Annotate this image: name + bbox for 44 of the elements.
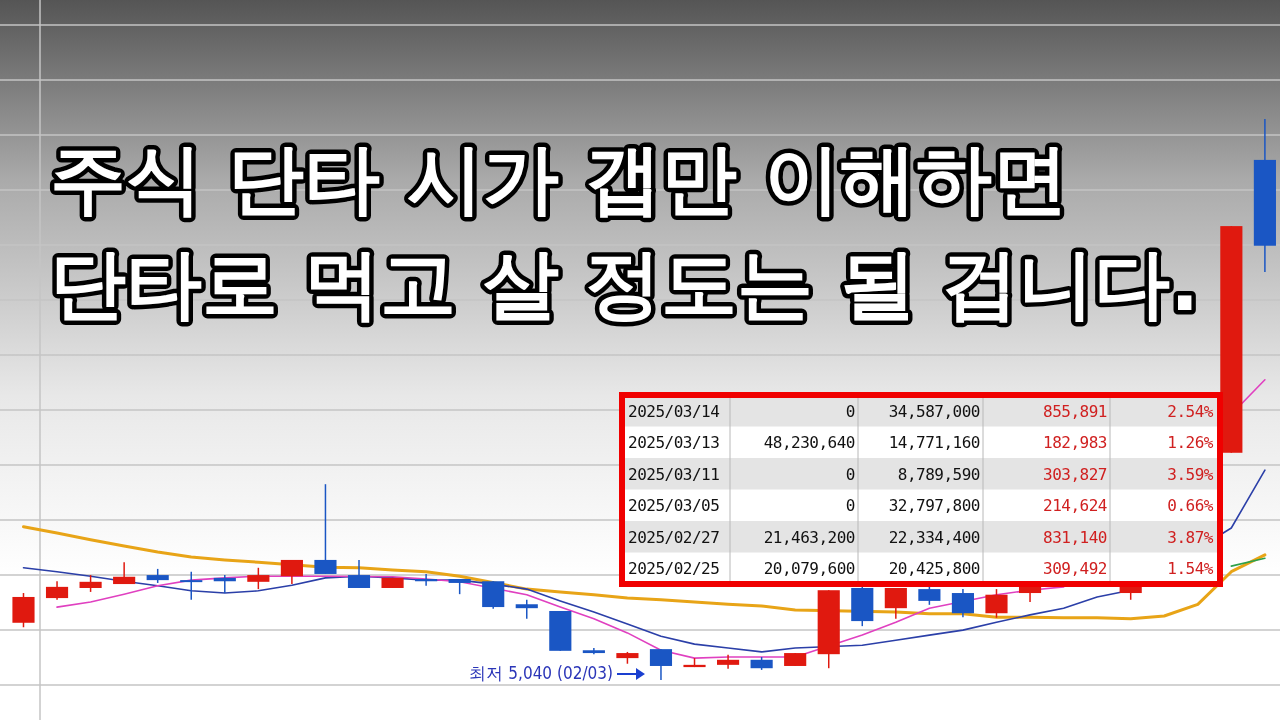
annotation: 34,587,000 (888, 401, 980, 421)
annotation: 2025/02/27 (628, 527, 720, 547)
candlestick (884, 587, 907, 620)
annotation: 1.26% (1167, 433, 1214, 453)
annotation: 3.87% (1167, 527, 1214, 547)
annotation: 20,425,800 (888, 559, 980, 579)
annotation: 0 (845, 496, 855, 516)
text: 주식 단타 시가 갭만 이해하면 단타로 먹고 살 정도는 될 겁니다. (50, 134, 1200, 328)
annotation: 22,334,400 (888, 527, 980, 547)
annotation: 최저 5,040 (02/03) (469, 663, 613, 683)
candlestick (45, 580, 69, 601)
annotation: 32,797,800 (888, 496, 980, 516)
annotation: 1.54% (1167, 559, 1214, 579)
annotation: 2025/02/25 (628, 559, 720, 579)
annotation: 855,891 (1043, 401, 1107, 421)
candlestick (314, 483, 337, 575)
annotation: 309,492 (1043, 559, 1107, 579)
annotation: 21,463,200 (763, 527, 855, 547)
annotation: 3.59% (1167, 464, 1214, 484)
annotation: 831,140 (1043, 527, 1107, 547)
candlestick (918, 584, 941, 606)
annotation: 0 (845, 401, 855, 421)
candlestick (180, 570, 203, 601)
annotation: 2.54% (1167, 401, 1214, 421)
candlestick (985, 588, 1008, 619)
annotation: 8,789,590 (897, 464, 980, 484)
annotation: 2025/03/11 (628, 464, 720, 484)
annotation: 0 (845, 464, 855, 484)
candlestick (347, 559, 371, 589)
annotation: 2025/03/14 (628, 401, 720, 421)
annotation: 2025/03/05 (628, 496, 720, 516)
annotation: 182,983 (1043, 433, 1107, 453)
annotation: 48,230,640 (763, 433, 855, 453)
candlestick (247, 567, 270, 590)
annotation: 14,771,160 (888, 433, 980, 453)
candlestick (649, 648, 673, 681)
annotation: 303,827 (1043, 464, 1107, 484)
annotation: 214,624 (1043, 496, 1107, 516)
annotation: 0.66% (1167, 496, 1214, 516)
annotation: 20,079,600 (763, 559, 855, 579)
annotation: 2025/03/13 (628, 433, 720, 453)
candlestick (515, 599, 538, 620)
candlestick (951, 588, 975, 618)
candlestick (280, 559, 303, 585)
